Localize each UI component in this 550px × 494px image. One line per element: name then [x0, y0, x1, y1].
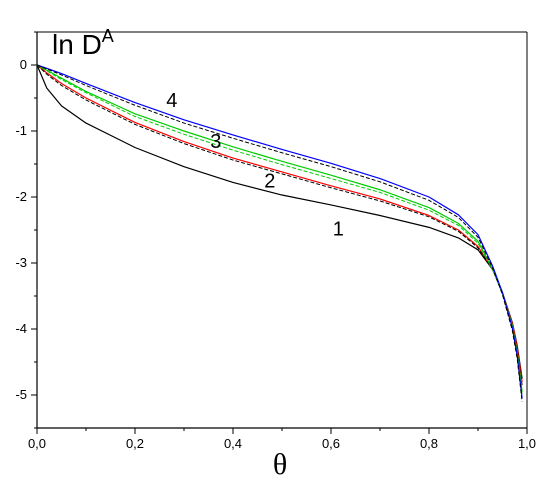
x-tick-label: 0,6: [322, 436, 340, 451]
y-tick-label: -1: [15, 123, 27, 138]
series-layer: [36, 64, 523, 402]
annotation-layer: 1 2 3 4: [166, 90, 344, 241]
x-tick-label: 1,0: [518, 436, 536, 451]
y-tick-label: -2: [15, 189, 27, 204]
curve-label-3: 3: [210, 131, 221, 153]
curve-label-1: 1: [333, 219, 344, 241]
series-line-4: [36, 64, 523, 392]
x-axis-label: θ: [273, 448, 287, 481]
series-line-7: [36, 64, 523, 402]
x-tick-label: 0,4: [224, 436, 242, 451]
y-tick-label: -3: [15, 255, 27, 270]
curve-label-2: 2: [264, 171, 275, 193]
y-tick-label: 0: [20, 57, 27, 72]
y-axis-label: ln DA: [52, 26, 114, 60]
x-tick-label: 0,0: [28, 436, 46, 451]
y-tick-label: -5: [15, 387, 27, 402]
y-tick-label: -4: [15, 321, 27, 336]
curve-label-4: 4: [166, 90, 177, 112]
x-tick-label: 0,2: [126, 436, 144, 451]
series-line-2: [36, 64, 523, 382]
x-tick-label: 0,8: [420, 436, 438, 451]
series-line-6: [36, 64, 523, 399]
series-line-3: [36, 64, 523, 386]
series-line-5: [36, 64, 523, 394]
axes: 0,0 0,2 0,4 0,6 0,8 1,0 0 -1 -2 -3 -4 -5: [15, 31, 536, 451]
